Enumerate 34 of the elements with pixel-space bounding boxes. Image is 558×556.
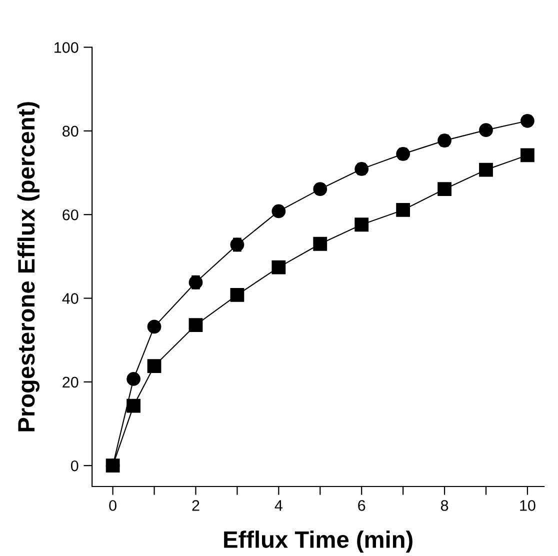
point bbox=[520, 148, 534, 162]
point bbox=[272, 260, 286, 274]
x-tick-label: 8 bbox=[440, 500, 448, 511]
point bbox=[438, 182, 452, 196]
point bbox=[126, 398, 140, 413]
x-axis-title: Efflux Time (min) bbox=[224, 530, 412, 553]
y-tick-label: 20 bbox=[62, 376, 78, 388]
point bbox=[396, 146, 410, 161]
x-tick-label: 0 bbox=[109, 500, 116, 511]
point bbox=[147, 320, 162, 334]
point bbox=[188, 318, 203, 332]
point bbox=[126, 372, 140, 386]
x-tick-label: 4 bbox=[274, 500, 282, 511]
point bbox=[147, 359, 162, 373]
y-tick-label: 40 bbox=[62, 293, 78, 304]
point bbox=[354, 162, 369, 176]
y-axis-title: Progesterone Efflux (percent) bbox=[17, 102, 40, 432]
y-tick-label: 100 bbox=[54, 42, 78, 53]
x-tick-label: 2 bbox=[192, 500, 200, 511]
point bbox=[479, 123, 493, 138]
point bbox=[106, 458, 120, 473]
point bbox=[354, 218, 369, 232]
y-tick-label: 60 bbox=[62, 209, 78, 220]
x-tick-label: 6 bbox=[358, 500, 366, 511]
point bbox=[520, 114, 534, 128]
x-tick-label: 10 bbox=[520, 500, 536, 511]
point bbox=[313, 182, 328, 196]
point bbox=[230, 288, 244, 302]
point bbox=[272, 204, 286, 218]
point bbox=[396, 203, 410, 217]
y-tick-label: 0 bbox=[70, 460, 78, 472]
point bbox=[479, 162, 493, 177]
point bbox=[313, 236, 328, 251]
y-tick-label: 80 bbox=[62, 126, 78, 137]
